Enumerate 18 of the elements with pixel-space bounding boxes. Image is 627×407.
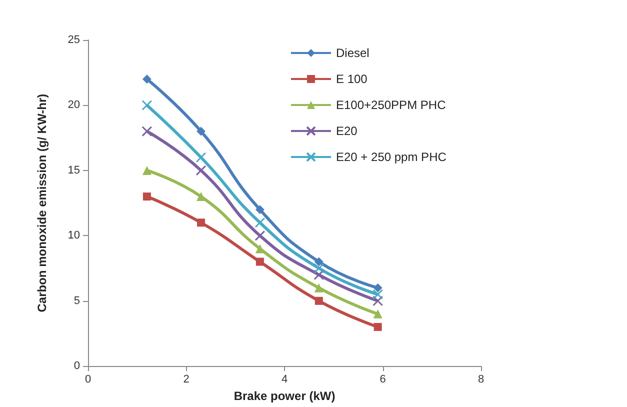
y-tick-label: 5 [74,294,80,307]
y-axis-title: Carbon monoxide emission (g/ KW-hr) [35,94,49,312]
x-tick-label: 4 [281,374,288,386]
x-tick-label: 2 [183,374,190,386]
legend-label: E20 + 250 ppm PHC [336,150,447,164]
legend-label: E 100 [336,72,368,86]
legend-label: E20 [336,124,358,138]
y-tick-label: 25 [68,34,80,46]
x-tick-label: 0 [84,374,92,386]
y-tick-label: 20 [68,99,80,112]
y-tick-label: 0 [74,360,80,372]
y-tick-label: 10 [68,230,80,242]
x-axis-title: Brake power (kW) [234,389,336,403]
y-tick-label: 15 [68,164,80,176]
x-tick-label: 8 [478,374,484,386]
legend-label: E100+250PPM PHC [336,98,446,112]
x-tick-label: 6 [380,374,386,386]
legend-label: Diesel [336,46,370,60]
